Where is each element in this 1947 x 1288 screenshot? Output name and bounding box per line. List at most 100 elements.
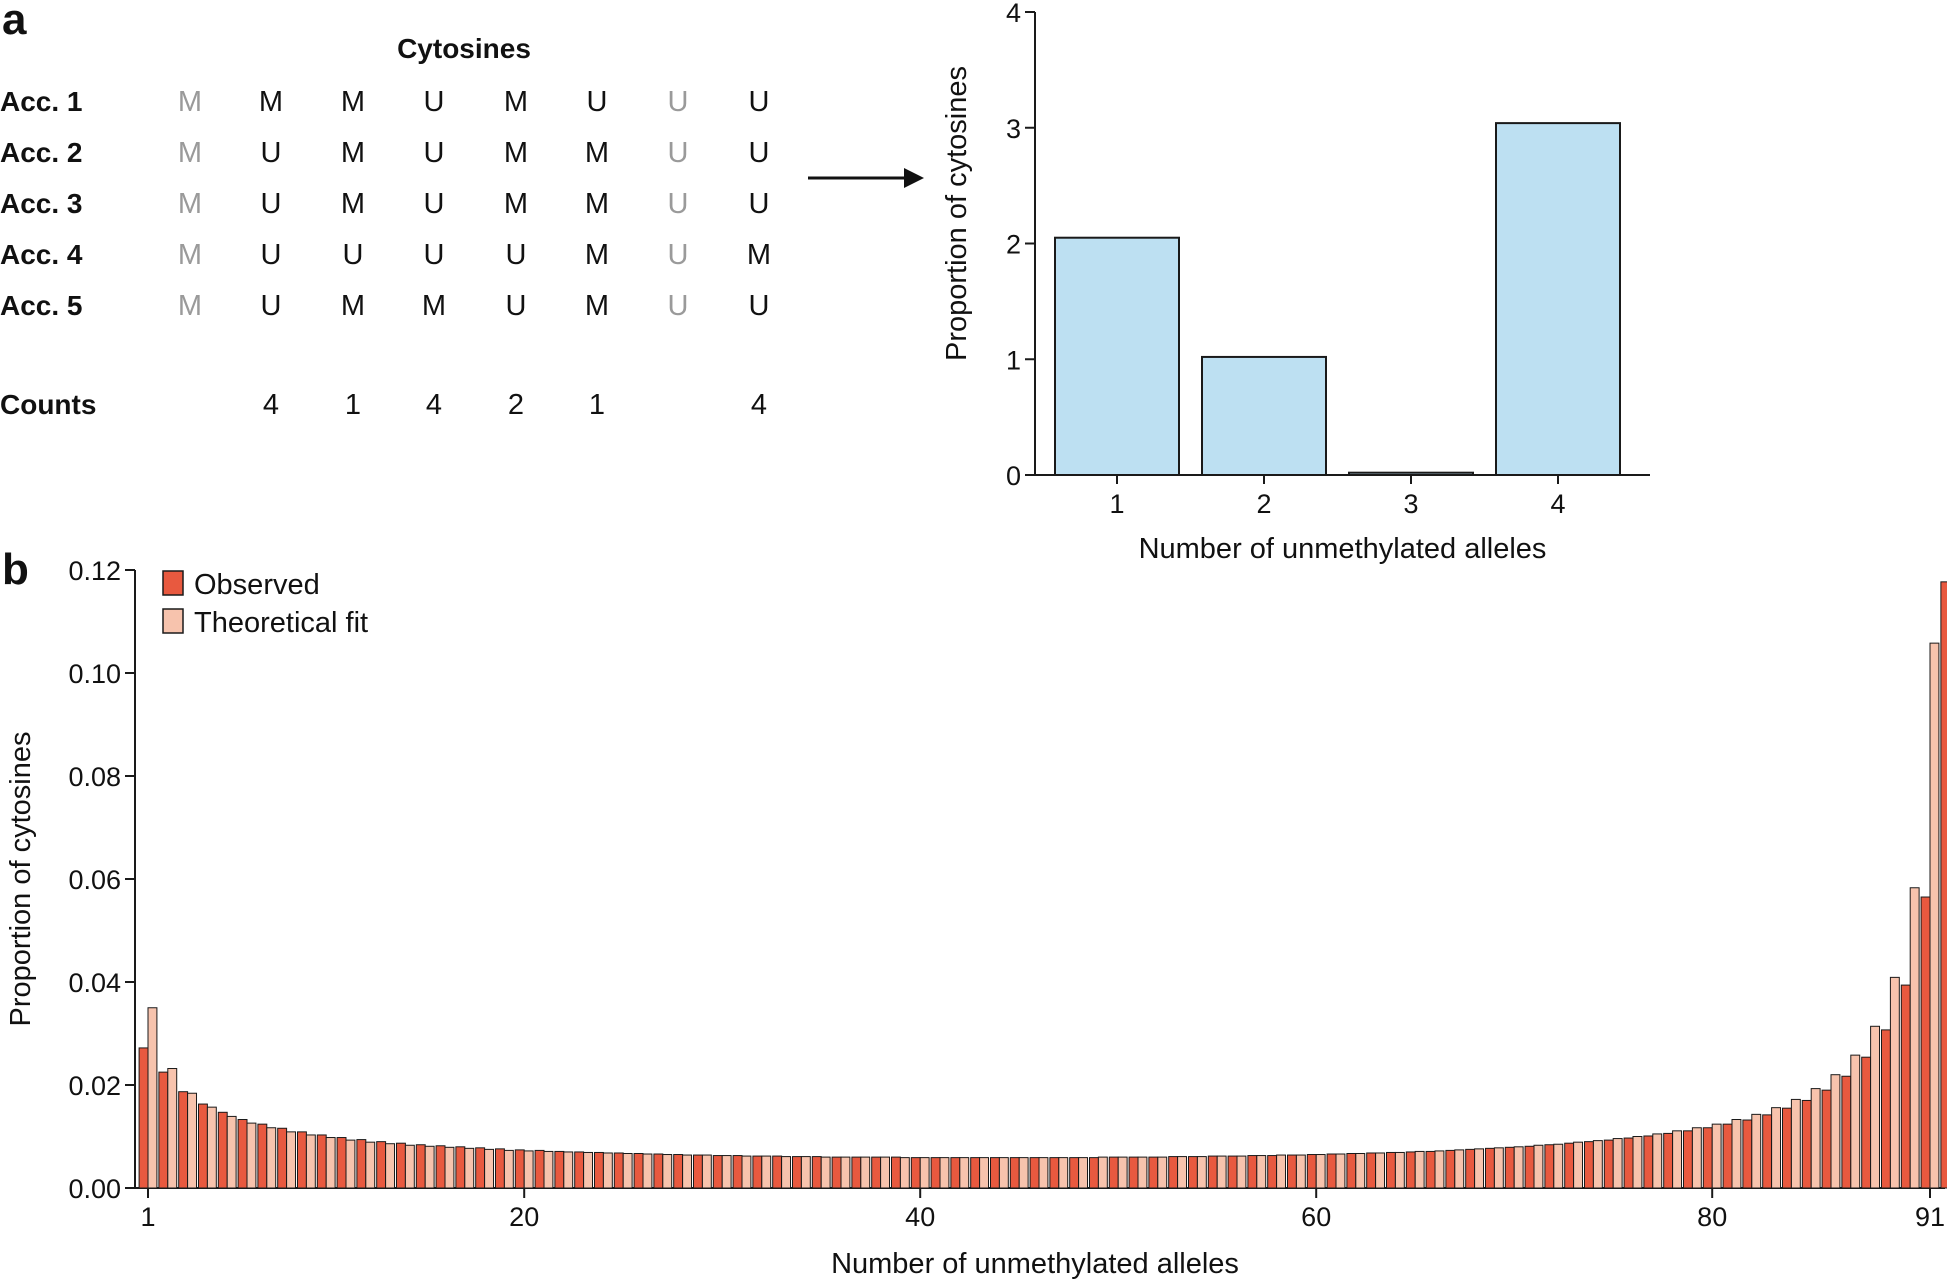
observed-bar bbox=[1544, 1144, 1555, 1189]
row-label: Acc. 3 bbox=[0, 188, 83, 219]
observed-bar bbox=[1564, 1142, 1575, 1189]
observed-bar bbox=[1267, 1155, 1278, 1189]
theoretical-bar bbox=[1177, 1156, 1188, 1189]
count-value: 1 bbox=[345, 389, 361, 421]
table-cell: U bbox=[749, 86, 770, 118]
y-tick-label: 0.06 bbox=[68, 865, 121, 895]
panel-a-label: a bbox=[2, 0, 27, 44]
observed-bar bbox=[712, 1155, 723, 1189]
observed-bar bbox=[1900, 984, 1911, 1189]
theoretical-bar bbox=[187, 1092, 198, 1189]
x-tick-label: 20 bbox=[509, 1202, 539, 1232]
counts-label: Counts bbox=[0, 389, 96, 420]
theoretical-bar bbox=[523, 1150, 534, 1189]
theoretical-bar bbox=[1414, 1150, 1425, 1189]
observed-bar bbox=[1682, 1130, 1693, 1189]
observed-bar bbox=[732, 1155, 743, 1189]
theoretical-bar bbox=[781, 1156, 792, 1189]
theoretical-bar bbox=[1870, 1025, 1881, 1189]
legend: Observed Theoretical fit bbox=[162, 569, 368, 639]
observed-bar bbox=[197, 1103, 208, 1189]
theoretical-bar bbox=[167, 1068, 178, 1189]
observed-bar bbox=[1880, 1029, 1891, 1189]
count-value: 4 bbox=[751, 389, 767, 421]
table-cell: M bbox=[585, 290, 609, 322]
x-tick-label: 4 bbox=[1550, 489, 1565, 519]
theoretical-bar bbox=[880, 1156, 891, 1189]
observed-bar bbox=[1603, 1139, 1614, 1189]
table-cell: U bbox=[424, 137, 445, 169]
theoretical-bar bbox=[1157, 1156, 1168, 1189]
x-tick-label: 3 bbox=[1403, 489, 1418, 519]
theoretical-bar bbox=[979, 1157, 990, 1189]
table-cell: M bbox=[504, 137, 528, 169]
theoretical-bar bbox=[1097, 1156, 1108, 1189]
observed-bar bbox=[336, 1137, 347, 1189]
theoretical-bar bbox=[1117, 1156, 1128, 1189]
observed-bar bbox=[178, 1091, 189, 1189]
theoretical-bar bbox=[1454, 1149, 1465, 1189]
table-cell: U bbox=[749, 188, 770, 220]
y-tick-label: 0.00 bbox=[68, 1174, 121, 1204]
observed-bar bbox=[514, 1149, 525, 1189]
y-tick-label: 4 bbox=[1006, 0, 1021, 28]
theoretical-bar bbox=[701, 1154, 712, 1189]
theoretical-bar bbox=[365, 1141, 376, 1189]
theoretical-bar bbox=[1533, 1144, 1544, 1189]
observed-bar bbox=[455, 1146, 466, 1189]
observed-bar bbox=[1702, 1127, 1713, 1189]
observed-bar bbox=[554, 1150, 565, 1189]
theoretical-bar bbox=[1196, 1156, 1207, 1189]
observed-bar bbox=[534, 1149, 545, 1189]
table-cell: M bbox=[178, 86, 202, 118]
y-tick-label: 0.12 bbox=[68, 556, 121, 586]
table-cell: U bbox=[424, 188, 445, 220]
theoretical-bar bbox=[662, 1154, 673, 1189]
table-cell: M bbox=[178, 290, 202, 322]
x-axis-label: Number of unmethylated alleles bbox=[831, 1248, 1239, 1280]
observed-bar bbox=[1445, 1149, 1456, 1189]
x-tick-label: 60 bbox=[1301, 1202, 1331, 1232]
row-label: Acc. 4 bbox=[0, 239, 83, 270]
theoretical-bar bbox=[1711, 1123, 1722, 1189]
observed-bar bbox=[871, 1156, 882, 1189]
table-cell: U bbox=[749, 137, 770, 169]
theoretical-bar bbox=[1553, 1143, 1564, 1189]
observed-bar bbox=[1326, 1153, 1337, 1189]
theoretical-bar bbox=[1137, 1156, 1148, 1189]
y-tick-label: 0 bbox=[1006, 461, 1021, 491]
observed-bar bbox=[217, 1111, 228, 1189]
theoretical-bar bbox=[939, 1157, 950, 1189]
table-cell: U bbox=[749, 290, 770, 322]
count-value: 1 bbox=[589, 389, 605, 421]
y-tick-label: 0.10 bbox=[68, 659, 121, 689]
observed-bar bbox=[1722, 1123, 1733, 1189]
observed-bar bbox=[1405, 1151, 1416, 1189]
observed-bar bbox=[1385, 1151, 1396, 1189]
theoretical-bar bbox=[1276, 1154, 1287, 1189]
observed-bar bbox=[851, 1156, 862, 1189]
observed-bar bbox=[1366, 1152, 1377, 1189]
table-cell: M bbox=[422, 290, 446, 322]
y-axis-label: Proportion of cytosines bbox=[941, 66, 973, 361]
observed-bar bbox=[1306, 1154, 1317, 1189]
count-value: 4 bbox=[426, 389, 442, 421]
theoretical-bar bbox=[840, 1156, 851, 1189]
observed-bar bbox=[811, 1156, 822, 1189]
theoretical-bar bbox=[1256, 1155, 1267, 1189]
x-tick-label: 40 bbox=[905, 1202, 935, 1232]
count-value: 4 bbox=[263, 389, 279, 421]
theoretical-bar bbox=[1592, 1140, 1603, 1189]
theoretical-bar bbox=[682, 1154, 693, 1189]
bar bbox=[1201, 355, 1327, 476]
theoretical-bar bbox=[543, 1150, 554, 1189]
theoretical-bar bbox=[622, 1152, 633, 1189]
observed-bar bbox=[1861, 1056, 1872, 1189]
observed-bar bbox=[752, 1155, 763, 1189]
theoretical-bar bbox=[1612, 1138, 1623, 1189]
row-label: Acc. 1 bbox=[0, 86, 83, 117]
observed-bar bbox=[1663, 1132, 1674, 1189]
x-axis-label: Number of unmethylated alleles bbox=[1139, 533, 1547, 565]
observed-bar bbox=[1049, 1157, 1060, 1189]
